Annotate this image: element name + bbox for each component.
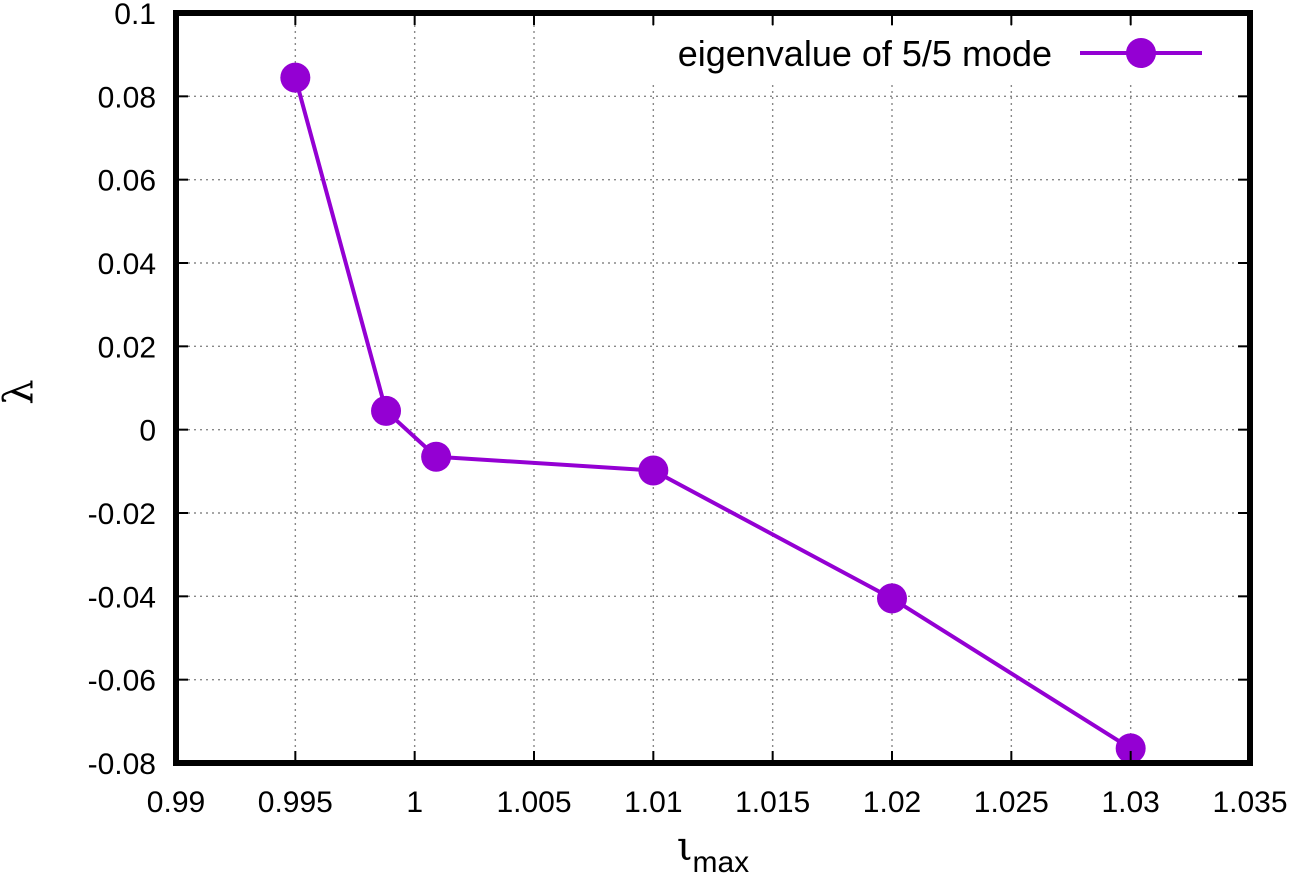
y-tick-label: 0.06 — [98, 165, 156, 198]
data-point — [280, 62, 311, 93]
x-axis-title-subscript: max — [693, 846, 750, 876]
x-tick-label: 1.02 — [863, 786, 921, 819]
y-tick-label: -0.08 — [88, 748, 156, 781]
data-point — [371, 395, 402, 426]
series-line — [293, 77, 1132, 751]
y-tick-label: -0.02 — [88, 498, 156, 531]
tick-labels: 0.99 0.995 1 1.005 1.01 1.015 1.02 1.025 1.03 1.0… — [88, 0, 1288, 819]
data-point — [1115, 733, 1146, 764]
x-tick-label: 1.015 — [735, 786, 810, 819]
y-tick-label: -0.04 — [88, 581, 156, 614]
y-tick-label: -0.06 — [88, 665, 156, 698]
y-tick-label: 0.02 — [98, 331, 156, 364]
plot-frame — [173, 10, 1253, 766]
x-axis-title-main: ι — [677, 824, 693, 870]
x-tick-label: 1.01 — [624, 786, 682, 819]
data-point — [877, 583, 907, 614]
x-tick-label: 1.005 — [496, 786, 571, 819]
data-point — [638, 455, 669, 486]
x-tick-label: 0.99 — [147, 786, 205, 819]
y-tick-label: 0 — [139, 415, 156, 448]
y-tick-label: 0.08 — [98, 81, 156, 114]
legend-label: eigenvalue of 5/5 mode — [678, 33, 1052, 74]
x-axis-title: ιmax — [677, 824, 749, 876]
y-tick-label: 0.1 — [114, 0, 156, 31]
legend: eigenvalue of 5/5 mode — [560, 26, 1220, 82]
y-tick-label: 0.04 — [98, 248, 156, 281]
grid — [176, 13, 1250, 763]
series-layer — [280, 62, 1146, 764]
y-axis-title: λ — [0, 379, 42, 404]
x-tick-label: 1 — [406, 786, 423, 819]
legend-marker — [1126, 38, 1156, 68]
x-tick-label: 1.035 — [1212, 786, 1287, 819]
x-tick-label: 1.03 — [1101, 786, 1159, 819]
x-tick-label: 1.025 — [974, 786, 1049, 819]
axis-ticks — [175, 12, 1251, 764]
x-tick-label: 0.995 — [258, 786, 333, 819]
data-point — [421, 441, 452, 472]
